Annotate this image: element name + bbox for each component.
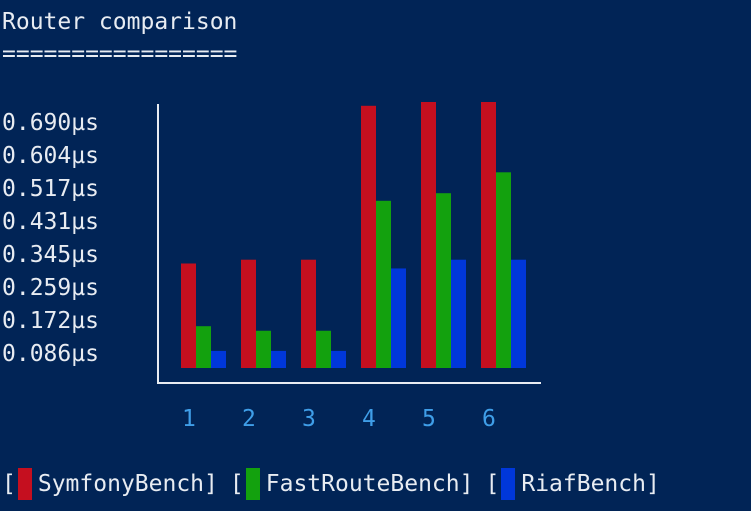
bars bbox=[181, 102, 526, 369]
legend-swatch-symfony bbox=[17, 468, 32, 500]
bar-fastroutebench-1 bbox=[196, 326, 211, 368]
x-tick-label: 4 bbox=[362, 406, 376, 432]
title-underline: ================= bbox=[2, 41, 238, 67]
bar-symfonybench-3 bbox=[301, 259, 316, 368]
x-tick-label: 2 bbox=[242, 406, 256, 432]
chart-title: Router comparison bbox=[2, 9, 238, 35]
legend-bracket-open: [ bbox=[485, 471, 500, 497]
legend-swatch-riaf bbox=[501, 468, 516, 500]
bar-fastroutebench-5 bbox=[436, 193, 451, 368]
y-tick-label: 0.172µs bbox=[2, 308, 99, 334]
y-tick-label: 0.517µs bbox=[2, 176, 99, 202]
y-tick-labels: 0.690µs 0.604µs 0.517µs 0.431µs 0.345µs 0.259… bbox=[2, 110, 99, 367]
bar-symfonybench-5 bbox=[421, 102, 436, 368]
y-tick-label: 0.690µs bbox=[2, 110, 99, 136]
legend-item-fastroute: [ FastRouteBench ] bbox=[229, 468, 474, 500]
legend: [ SymfonyBench ] [ FastRouteBench ] [ Ri… bbox=[2, 466, 672, 502]
legend-item-riaf: [ RiafBench ] bbox=[485, 468, 660, 500]
bar-fastroutebench-6 bbox=[496, 172, 511, 368]
legend-label-fastroute: FastRouteBench bbox=[265, 471, 460, 497]
y-tick-label: 0.431µs bbox=[2, 209, 99, 235]
bar-riafbench-4 bbox=[391, 268, 406, 368]
bar-riafbench-6 bbox=[511, 259, 526, 368]
legend-bracket-open: [ bbox=[2, 471, 16, 497]
x-tick-label: 5 bbox=[422, 406, 436, 432]
bar-symfonybench-4 bbox=[361, 105, 376, 369]
bar-fastroutebench-3 bbox=[316, 330, 331, 368]
legend-bracket-open: [ bbox=[229, 471, 244, 497]
bar-riafbench-2 bbox=[271, 350, 286, 368]
x-tick-label: 3 bbox=[302, 406, 316, 432]
bar-fastroutebench-4 bbox=[376, 200, 391, 368]
bar-chart: 0.690µs 0.604µs 0.517µs 0.431µs 0.345µs 0.259… bbox=[2, 102, 541, 432]
bar-riafbench-3 bbox=[331, 350, 346, 368]
x-tick-labels: 1 2 3 4 5 6 bbox=[182, 406, 496, 432]
bar-symfonybench-2 bbox=[241, 259, 256, 368]
bar-riafbench-1 bbox=[211, 350, 226, 368]
bar-riafbench-5 bbox=[451, 259, 466, 368]
legend-bracket-close: ] bbox=[459, 471, 474, 497]
bar-symfonybench-6 bbox=[481, 102, 496, 368]
bar-fastroutebench-2 bbox=[256, 330, 271, 368]
legend-item-symfony: [ SymfonyBench ] bbox=[2, 468, 218, 500]
y-tick-label: 0.345µs bbox=[2, 242, 99, 268]
y-tick-label: 0.604µs bbox=[2, 143, 99, 169]
x-tick-label: 6 bbox=[482, 406, 496, 432]
y-tick-label: 0.259µs bbox=[2, 275, 99, 301]
legend-label-riaf: RiafBench bbox=[521, 471, 646, 497]
legend-label-symfony: SymfonyBench bbox=[37, 471, 205, 497]
bar-symfonybench-1 bbox=[181, 263, 196, 368]
x-tick-label: 1 bbox=[182, 406, 196, 432]
y-tick-label: 0.086µs bbox=[2, 341, 99, 367]
legend-bracket-close: ] bbox=[204, 471, 218, 497]
legend-swatch-fastroute bbox=[245, 468, 260, 500]
legend-bracket-close: ] bbox=[645, 471, 660, 497]
